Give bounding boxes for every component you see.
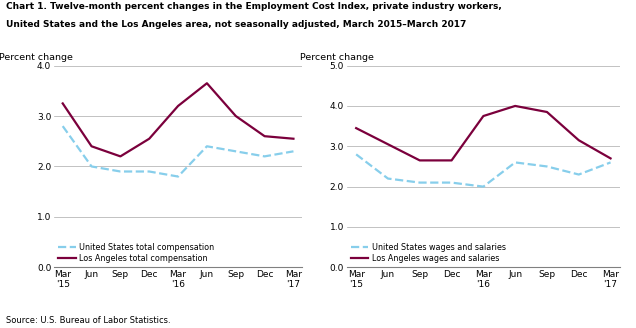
- United States wages and salaries: [448, 181, 455, 185]
- Text: Percent change: Percent change: [0, 52, 73, 62]
- United States total compensation: [88, 164, 95, 168]
- United States total compensation: [232, 149, 240, 153]
- Los Angeles wages and salaries: [480, 114, 487, 118]
- Text: Percent change: Percent change: [300, 52, 374, 62]
- Los Angeles total compensation: [261, 134, 268, 138]
- Los Angeles wages and salaries: [607, 156, 614, 160]
- United States total compensation: [59, 124, 67, 128]
- Los Angeles total compensation: [232, 114, 240, 118]
- Los Angeles wages and salaries: [511, 104, 519, 108]
- Text: Chart 1. Twelve-month percent changes in the Employment Cost Index, private indu: Chart 1. Twelve-month percent changes in…: [6, 2, 502, 10]
- Text: United States and the Los Angeles area, not seasonally adjusted, March 2015–Marc: United States and the Los Angeles area, …: [6, 20, 467, 29]
- Text: Source: U.S. Bureau of Labor Statistics.: Source: U.S. Bureau of Labor Statistics.: [6, 316, 171, 325]
- United States wages and salaries: [384, 176, 392, 180]
- Los Angeles wages and salaries: [384, 142, 392, 146]
- Legend: United States wages and salaries, Los Angeles wages and salaries: United States wages and salaries, Los An…: [350, 243, 506, 263]
- Legend: United States total compensation, Los Angeles total compensation: United States total compensation, Los An…: [58, 243, 214, 263]
- United States wages and salaries: [416, 181, 424, 185]
- United States wages and salaries: [511, 160, 519, 164]
- Los Angeles total compensation: [116, 154, 124, 158]
- Line: United States total compensation: United States total compensation: [63, 126, 293, 176]
- Line: United States wages and salaries: United States wages and salaries: [356, 154, 611, 187]
- Los Angeles wages and salaries: [448, 158, 455, 162]
- Los Angeles total compensation: [203, 81, 211, 85]
- United States wages and salaries: [575, 173, 583, 176]
- United States wages and salaries: [543, 164, 551, 168]
- Los Angeles wages and salaries: [352, 126, 360, 130]
- Los Angeles wages and salaries: [416, 158, 424, 162]
- United States wages and salaries: [607, 160, 614, 164]
- United States total compensation: [203, 144, 211, 148]
- Los Angeles total compensation: [289, 137, 297, 141]
- United States total compensation: [289, 149, 297, 153]
- Los Angeles wages and salaries: [575, 138, 583, 142]
- Los Angeles total compensation: [88, 144, 95, 148]
- United States total compensation: [116, 170, 124, 174]
- United States total compensation: [261, 154, 268, 158]
- United States total compensation: [146, 170, 153, 174]
- United States wages and salaries: [352, 153, 360, 156]
- United States wages and salaries: [480, 185, 487, 189]
- Los Angeles wages and salaries: [543, 110, 551, 114]
- Los Angeles total compensation: [59, 101, 67, 105]
- Line: Los Angeles wages and salaries: Los Angeles wages and salaries: [356, 106, 611, 160]
- United States total compensation: [174, 174, 182, 178]
- Line: Los Angeles total compensation: Los Angeles total compensation: [63, 83, 293, 156]
- Los Angeles total compensation: [146, 137, 153, 141]
- Los Angeles total compensation: [174, 104, 182, 108]
